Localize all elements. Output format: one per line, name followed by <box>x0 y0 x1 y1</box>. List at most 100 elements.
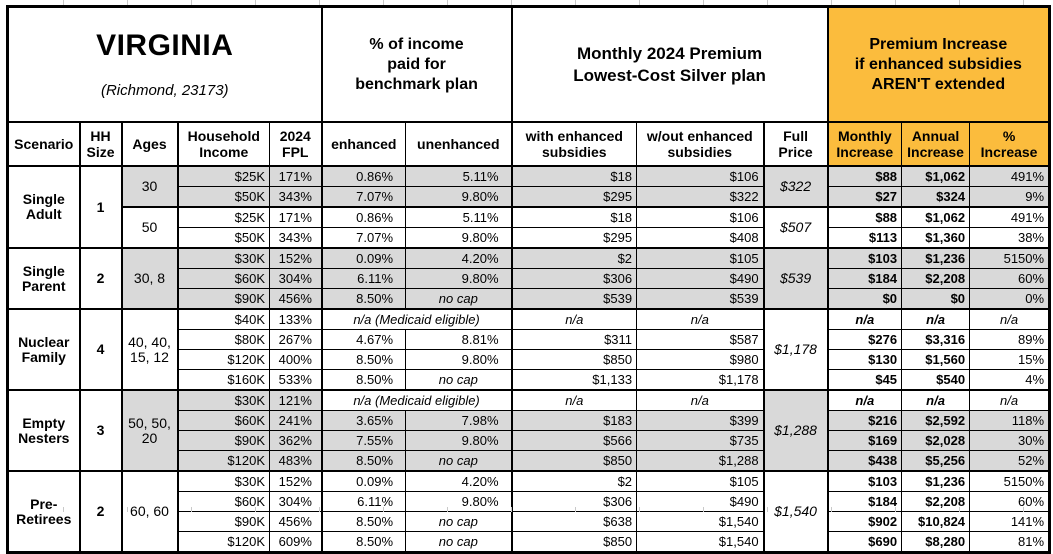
unenhanced-pct-cell: no cap <box>405 531 513 553</box>
annual-increase-cell: $1,360 <box>901 227 971 249</box>
full-price-cell: $539 <box>762 247 829 310</box>
table-row: $60K 241% 3.65% 7.98% $183 $399 $216 $2,… <box>8 410 1051 431</box>
unenhanced-pct-cell: no cap <box>405 450 513 472</box>
monthly-increase-cell: n/a <box>826 308 903 330</box>
pct-increase-cell: 81% <box>969 531 1051 553</box>
header-group-increase: Premium Increase if enhanced subsidies A… <box>826 6 1051 123</box>
ages-cell: 30 <box>120 165 178 208</box>
gridline-ticks-top <box>0 0 1053 5</box>
table-row: Single Adult 1 30 $25K 171% 0.86% 5.11% … <box>7 165 1051 249</box>
unenhanced-pct-cell: 9.80% <box>405 430 513 451</box>
premium-table: VIRGINIA (Richmond, 23173) % of income p… <box>6 5 1052 554</box>
unenhanced-pct-cell: 9.80% <box>405 349 513 370</box>
pct-increase-cell: n/a <box>969 308 1051 330</box>
with-subsidies-cell: $18 <box>510 165 638 187</box>
hh-size-cell: 1 <box>78 165 122 249</box>
header-group-benchmark: % of income paid for benchmark plan <box>320 6 513 123</box>
annual-increase-cell: $8,280 <box>901 531 971 553</box>
fpl-cell: 456% <box>268 511 323 532</box>
fpl-cell: 171% <box>268 165 323 187</box>
monthly-increase-cell: $88 <box>826 206 903 228</box>
col-header-ages: Ages <box>120 121 178 167</box>
income-cell: $120K <box>176 349 270 370</box>
fpl-cell: 456% <box>268 288 323 310</box>
table-row: $60K 304% 6.11% 9.80% $306 $490 $184 $2,… <box>8 491 1051 512</box>
table-row: Nuclear Family 4 40, 40, 15, 12 $40K 133… <box>7 308 1051 391</box>
unenhanced-pct-cell: 9.80% <box>405 186 513 208</box>
with-subsidies-cell: $850 <box>510 450 638 472</box>
income-cell: $60K <box>176 491 270 512</box>
header-group-premium: Monthly 2024 Premium Lowest-Cost Silver … <box>510 6 829 123</box>
income-cell: $60K <box>176 268 270 289</box>
col-header-annual-increase: Annual Increase <box>901 121 971 167</box>
table-title-cell: VIRGINIA (Richmond, 23173) <box>6 6 323 123</box>
unenhanced-pct-cell: 9.80% <box>405 268 513 289</box>
unenhanced-pct-cell: no cap <box>405 288 513 310</box>
fpl-cell: 362% <box>268 430 323 451</box>
col-header-unenhanced: unenhanced <box>405 121 513 167</box>
fpl-cell: 133% <box>268 308 323 330</box>
monthly-increase-cell: $902 <box>826 511 903 532</box>
monthly-increase-cell: $45 <box>826 369 903 391</box>
enhanced-pct-cell: 0.09% <box>320 247 407 269</box>
income-cell: $30K <box>176 389 270 411</box>
income-cell: $160K <box>176 369 270 391</box>
without-subsidies-cell: $322 <box>636 186 765 208</box>
income-cell: $80K <box>176 329 270 350</box>
annual-increase-cell: $2,208 <box>901 491 971 512</box>
hh-size-cell: 4 <box>78 308 122 391</box>
pct-increase-cell: 4% <box>969 369 1051 391</box>
col-header-pct-increase: % Increase <box>969 121 1051 167</box>
enhanced-pct-cell: 8.50% <box>320 450 407 472</box>
monthly-increase-cell: $184 <box>826 268 903 289</box>
medicaid-note-cell: n/a (Medicaid eligible) <box>320 308 513 330</box>
enhanced-pct-cell: 8.50% <box>320 288 407 310</box>
fpl-cell: 267% <box>268 329 323 350</box>
annual-increase-cell: $10,824 <box>901 511 971 532</box>
pct-increase-cell: 89% <box>969 329 1051 350</box>
fpl-cell: 400% <box>268 349 323 370</box>
pct-increase-cell: 141% <box>969 511 1051 532</box>
pct-increase-cell: 9% <box>969 186 1051 208</box>
without-subsidies-cell: $399 <box>636 410 765 431</box>
income-cell: $40K <box>176 308 270 330</box>
pct-increase-cell: 5150% <box>969 470 1051 492</box>
with-subsidies-cell: n/a <box>510 389 638 411</box>
with-subsidies-cell: n/a <box>510 308 638 330</box>
enhanced-pct-cell: 8.50% <box>320 511 407 532</box>
col-header-income: Household Income <box>176 121 270 167</box>
scenario-cell: Single Parent <box>7 247 80 310</box>
col-header-without-subsidies: w/out enhanced subsidies <box>636 121 765 167</box>
unenhanced-pct-cell: no cap <box>405 511 513 532</box>
scenario-cell: Single Adult <box>7 165 80 249</box>
full-price-cell: $322 <box>762 165 829 208</box>
with-subsidies-cell: $183 <box>510 410 638 431</box>
col-header-enhanced: enhanced <box>320 121 407 167</box>
without-subsidies-cell: $1,540 <box>636 531 765 553</box>
table-row: $120K 400% 8.50% 9.80% $850 $980 $130 $1… <box>8 349 1051 370</box>
col-header-scenario: Scenario <box>7 121 80 167</box>
annual-increase-cell: $5,256 <box>901 450 971 472</box>
col-header-fpl: 2024 FPL <box>268 121 323 167</box>
with-subsidies-cell: $1,133 <box>510 369 638 391</box>
fpl-cell: 343% <box>268 227 323 249</box>
hh-size-cell: 3 <box>78 389 122 472</box>
with-subsidies-cell: $306 <box>510 268 638 289</box>
fpl-cell: 483% <box>268 450 323 472</box>
monthly-increase-cell: $103 <box>826 470 903 492</box>
scenario-cell: Empty Nesters <box>7 389 80 472</box>
unenhanced-pct-cell: 4.20% <box>405 470 513 492</box>
table-row: Pre- Retirees 2 60, 60 $30K 152% 0.09% 4… <box>7 470 1051 553</box>
monthly-increase-cell: $169 <box>826 430 903 451</box>
income-cell: $60K <box>176 410 270 431</box>
annual-increase-cell: $540 <box>901 369 971 391</box>
fpl-cell: 152% <box>268 247 323 269</box>
pct-increase-cell: 118% <box>969 410 1051 431</box>
income-cell: $120K <box>176 531 270 553</box>
with-subsidies-cell: $566 <box>510 430 638 451</box>
with-subsidies-cell: $18 <box>510 206 638 228</box>
header-group-row: VIRGINIA (Richmond, 23173) % of income p… <box>6 6 1051 123</box>
scenario-cell: Nuclear Family <box>7 308 80 391</box>
annual-increase-cell: $3,316 <box>901 329 971 350</box>
